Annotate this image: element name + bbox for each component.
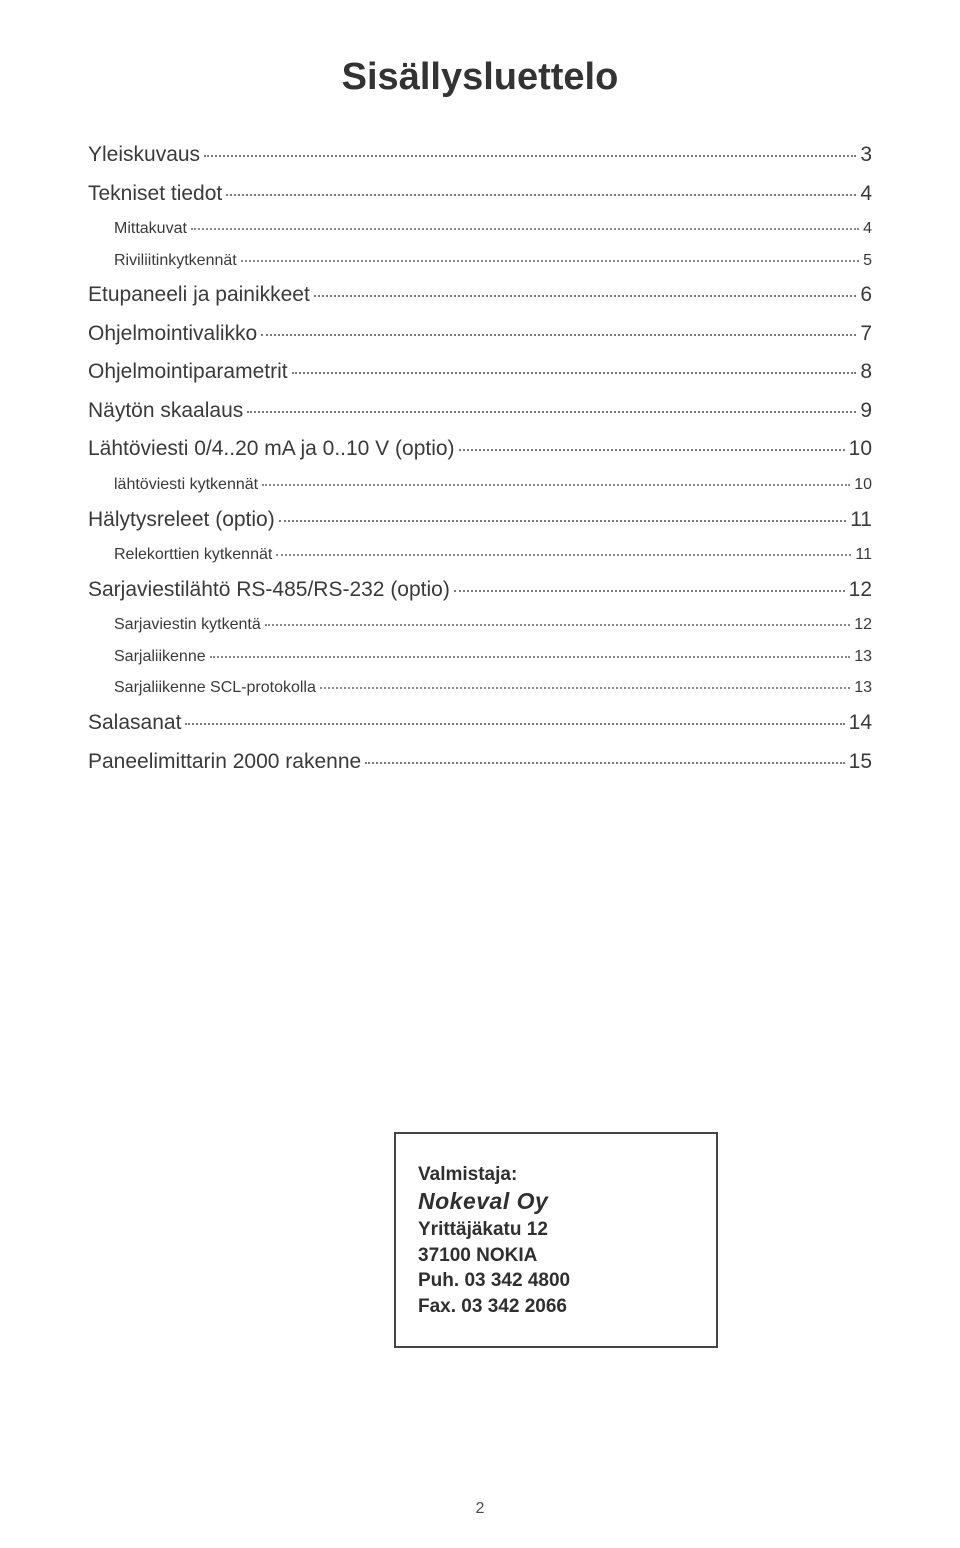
toc-leader-dots (459, 449, 845, 451)
page-title: Sisällysluettelo (88, 56, 872, 99)
toc-leader-dots (314, 295, 856, 297)
toc-leader-dots (210, 656, 851, 658)
toc-row: Relekorttien kytkennät 11 (88, 542, 872, 568)
toc-page-number: 13 (854, 675, 872, 701)
toc-row: Etupaneeli ja painikkeet 6 (88, 279, 872, 312)
toc-label: Etupaneeli ja painikkeet (88, 279, 310, 312)
toc-row: Sarjaviestilähtö RS-485/RS-232 (optio) 1… (88, 574, 872, 607)
toc-label: Näytön skaalaus (88, 395, 243, 428)
toc-page-number: 10 (854, 472, 872, 498)
toc-label: Salasanat (88, 707, 181, 740)
toc-page-number: 11 (850, 504, 872, 537)
toc-leader-dots (191, 228, 859, 230)
toc-leader-dots (226, 194, 856, 196)
toc-page-number: 8 (860, 356, 872, 389)
toc-leader-dots (261, 334, 856, 336)
toc-page-number: 4 (860, 178, 872, 211)
toc-row: Sarjaliikenne SCL-protokolla 13 (88, 675, 872, 701)
manufacturer-fax: Fax. 03 342 2066 (418, 1294, 694, 1320)
toc-leader-dots (262, 484, 850, 486)
toc-label: Ohjelmointivalikko (88, 318, 257, 351)
toc-row: Sarjaviestin kytkentä 12 (88, 612, 872, 638)
toc-row: Salasanat 14 (88, 707, 872, 740)
page-number: 2 (0, 1500, 960, 1518)
toc-leader-dots (279, 520, 846, 522)
toc-label: Sarjaliikenne (114, 644, 206, 670)
toc-label: Sarjaviestin kytkentä (114, 612, 261, 638)
manufacturer-city: 37100 NOKIA (418, 1243, 694, 1269)
table-of-contents: Yleiskuvaus 3Tekniset tiedot 4Mittakuvat… (88, 139, 872, 778)
toc-row: Lähtöviesti 0/4..20 mA ja 0..10 V (optio… (88, 433, 872, 466)
toc-leader-dots (276, 554, 851, 556)
toc-row: Sarjaliikenne 13 (88, 644, 872, 670)
toc-page-number: 6 (860, 279, 872, 312)
toc-label: Sarjaviestilähtö RS-485/RS-232 (optio) (88, 574, 450, 607)
toc-row: Ohjelmointivalikko 7 (88, 318, 872, 351)
toc-page-number: 10 (849, 433, 872, 466)
manufacturer-street: Yrittäjäkatu 12 (418, 1217, 694, 1243)
toc-row: Tekniset tiedot 4 (88, 178, 872, 211)
manufacturer-label: Valmistaja: (418, 1164, 694, 1186)
manufacturer-phone: Puh. 03 342 4800 (418, 1268, 694, 1294)
toc-page-number: 4 (863, 216, 872, 242)
toc-page-number: 7 (860, 318, 872, 351)
toc-page-number: 9 (860, 395, 872, 428)
toc-page-number: 13 (854, 644, 872, 670)
toc-page-number: 15 (849, 746, 872, 779)
toc-label: Hälytysreleet (optio) (88, 504, 275, 537)
toc-row: Näytön skaalaus 9 (88, 395, 872, 428)
toc-label: Sarjaliikenne SCL-protokolla (114, 675, 316, 701)
toc-row: Yleiskuvaus 3 (88, 139, 872, 172)
toc-row: Hälytysreleet (optio) 11 (88, 504, 872, 537)
toc-row: Ohjelmointiparametrit 8 (88, 356, 872, 389)
toc-leader-dots (241, 260, 859, 262)
toc-page-number: 12 (854, 612, 872, 638)
toc-page-number: 5 (863, 248, 872, 274)
toc-leader-dots (320, 687, 850, 689)
toc-page-number: 11 (855, 542, 872, 568)
toc-leader-dots (365, 762, 844, 764)
toc-leader-dots (204, 155, 856, 157)
toc-row: Riviliitinkytkennät 5 (88, 248, 872, 274)
toc-label: Tekniset tiedot (88, 178, 222, 211)
toc-label: Paneelimittarin 2000 rakenne (88, 746, 361, 779)
toc-label: Lähtöviesti 0/4..20 mA ja 0..10 V (optio… (88, 433, 455, 466)
toc-label: Relekorttien kytkennät (114, 542, 272, 568)
toc-leader-dots (292, 372, 857, 374)
toc-row: Paneelimittarin 2000 rakenne 15 (88, 746, 872, 779)
toc-label: Yleiskuvaus (88, 139, 200, 172)
toc-label: Riviliitinkytkennät (114, 248, 237, 274)
toc-label: Mittakuvat (114, 216, 187, 242)
manufacturer-box: Valmistaja: Nokeval Oy Yrittäjäkatu 12 3… (394, 1132, 718, 1348)
toc-leader-dots (185, 723, 844, 725)
toc-leader-dots (265, 624, 850, 626)
toc-page-number: 3 (860, 139, 872, 172)
toc-leader-dots (454, 590, 845, 592)
manufacturer-company: Nokeval Oy (418, 1188, 694, 1215)
document-page: Sisällysluettelo Yleiskuvaus 3 Tekniset t… (0, 0, 960, 1548)
toc-label: Ohjelmointiparametrit (88, 356, 288, 389)
toc-label: lähtöviesti kytkennät (114, 472, 258, 498)
toc-row: Mittakuvat 4 (88, 216, 872, 242)
toc-page-number: 14 (849, 707, 872, 740)
toc-page-number: 12 (849, 574, 872, 607)
toc-row: lähtöviesti kytkennät 10 (88, 472, 872, 498)
toc-leader-dots (247, 411, 856, 413)
